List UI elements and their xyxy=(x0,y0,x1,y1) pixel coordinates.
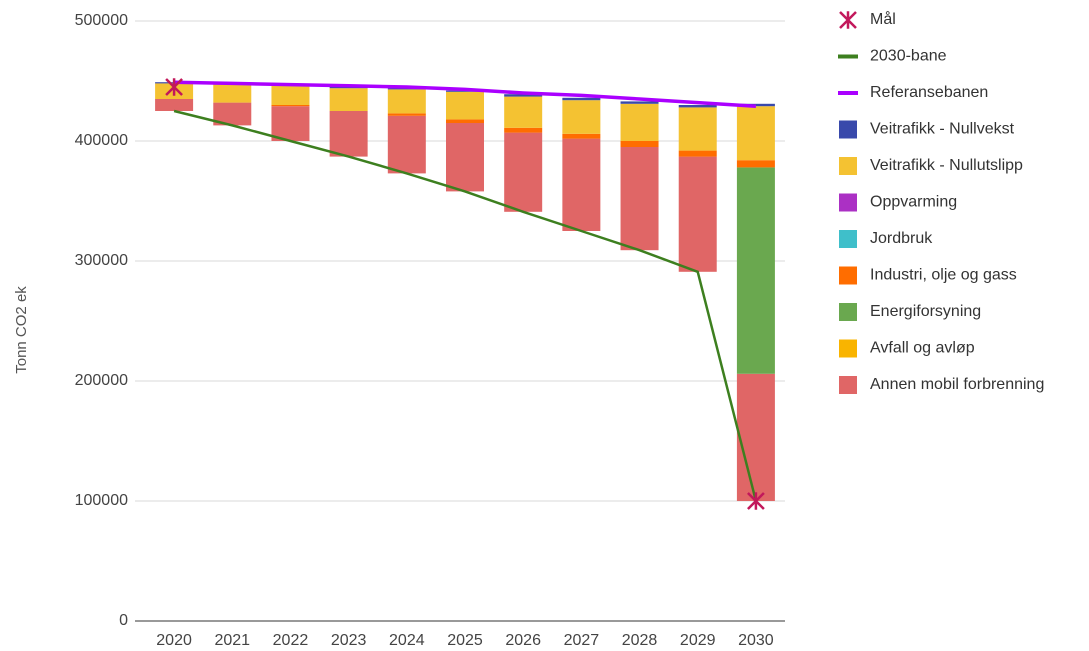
legend-symbol xyxy=(839,157,857,175)
bar-segment xyxy=(446,90,484,92)
x-tick-label: 2022 xyxy=(273,632,309,649)
bar-segment xyxy=(678,150,717,157)
bar-segment xyxy=(446,91,484,120)
x-tick-label: 2030 xyxy=(738,632,774,649)
y-tick-label: 400000 xyxy=(75,132,128,149)
bar-segment xyxy=(504,127,543,133)
bar-segment xyxy=(504,132,543,212)
bar-segment xyxy=(387,88,426,90)
legend-symbol xyxy=(839,376,857,394)
bar-segment xyxy=(271,105,310,107)
x-tick-label: 2021 xyxy=(214,632,250,649)
legend-label: Energiforsyning xyxy=(870,303,981,320)
x-tick-label: 2020 xyxy=(156,632,192,649)
y-axis-label: Tonn CO2 ek xyxy=(13,286,30,374)
x-tick-label: 2027 xyxy=(564,632,600,649)
bar-segment xyxy=(620,141,659,147)
legend-symbol xyxy=(839,266,857,285)
bar-segment xyxy=(329,87,368,89)
bar-segment xyxy=(271,106,310,141)
legend-label: Jordbruk xyxy=(870,230,933,247)
legend-symbol xyxy=(839,193,857,212)
bar-segment xyxy=(678,156,717,272)
bar-segment xyxy=(329,111,368,157)
legend-label: Oppvarming xyxy=(870,194,957,211)
y-tick-label: 500000 xyxy=(75,12,128,29)
x-tick-label: 2024 xyxy=(389,632,425,649)
bar-segment xyxy=(620,147,659,251)
x-tick-label: 2028 xyxy=(622,632,658,649)
legend-label: Annen mobil forbrenning xyxy=(870,376,1044,393)
bar-segment xyxy=(387,89,426,114)
bar-segment xyxy=(213,84,252,103)
bar-segment xyxy=(620,103,659,141)
bar-segment xyxy=(562,138,601,231)
bar-segment xyxy=(213,102,252,126)
bar-segment xyxy=(387,115,426,174)
marker xyxy=(165,78,183,96)
bar-segment xyxy=(562,100,601,134)
bar-segment xyxy=(387,113,426,116)
legend-label: Referansebanen xyxy=(870,84,988,101)
legend-symbol xyxy=(839,339,857,358)
bar-segment xyxy=(736,160,775,168)
bar-segment xyxy=(736,167,775,374)
line xyxy=(173,109,758,502)
bar-segment xyxy=(446,123,484,192)
bar-segment xyxy=(562,97,601,101)
line xyxy=(174,80,757,108)
bar-segment xyxy=(678,105,717,108)
bar-segment xyxy=(329,88,368,111)
marker xyxy=(747,492,765,510)
legend-symbol xyxy=(839,303,857,321)
x-tick-label: 2026 xyxy=(505,632,541,649)
bar-segment xyxy=(562,133,601,139)
bar-segment xyxy=(678,107,717,151)
x-tick-label: 2023 xyxy=(331,632,367,649)
y-tick-label: 200000 xyxy=(75,372,128,389)
x-tick-label: 2025 xyxy=(447,632,483,649)
x-tick-label: 2029 xyxy=(680,632,716,649)
bar-segment xyxy=(446,119,484,123)
y-tick-label: 300000 xyxy=(75,252,128,269)
bar-segment xyxy=(620,101,659,104)
bar-segment xyxy=(504,94,543,97)
bar-segment xyxy=(271,85,310,105)
legend-label: Industri, olje og gass xyxy=(870,267,1017,284)
legend-label: Veitrafikk - Nullutslipp xyxy=(870,157,1023,174)
legend-label: 2030-bane xyxy=(870,48,947,65)
bar-segment xyxy=(736,106,775,161)
legend-label: Veitrafikk - Nullvekst xyxy=(870,121,1015,138)
y-tick-label: 100000 xyxy=(75,492,128,509)
legend-symbol xyxy=(839,11,857,29)
y-tick-label: 0 xyxy=(119,612,128,629)
bar-segment xyxy=(155,99,194,111)
legend-label: Avfall og avløp xyxy=(870,340,975,357)
legend-symbol xyxy=(839,120,857,139)
legend-label: Mål xyxy=(870,10,896,28)
bar-segment xyxy=(504,96,543,128)
legend-symbol xyxy=(839,230,857,248)
bar-segment xyxy=(736,373,775,501)
